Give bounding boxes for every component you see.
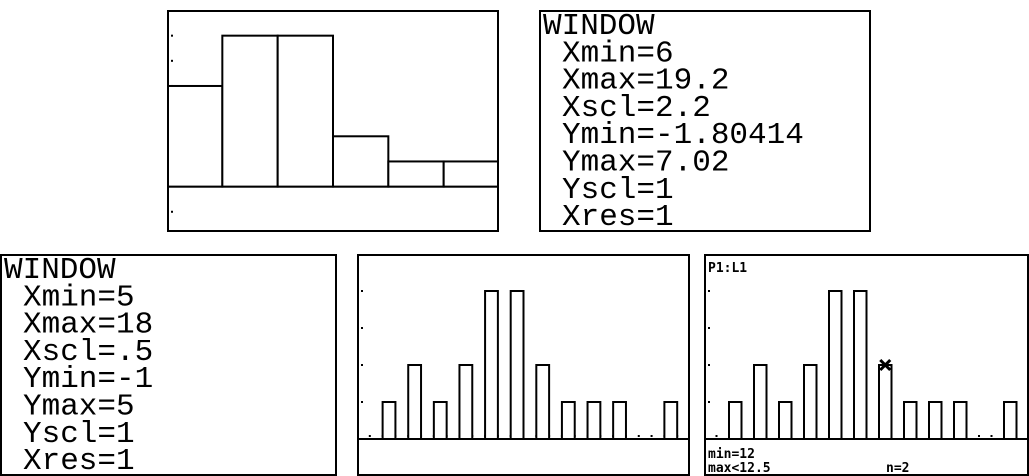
bar: [879, 365, 892, 439]
trace-plot: P1:L1: [708, 261, 747, 276]
x-tick-dot: [651, 435, 653, 437]
bar: [222, 36, 277, 187]
bar: [754, 365, 767, 439]
window-setting: Xres=1: [23, 444, 135, 476]
y-tick-dot: [361, 290, 363, 292]
x-tick-dot: [978, 435, 980, 437]
bar: [444, 161, 499, 186]
bar: [434, 402, 447, 439]
bar: [562, 402, 575, 439]
bar: [779, 402, 792, 439]
bar: [804, 365, 817, 439]
bar: [904, 402, 917, 439]
bar: [459, 365, 472, 439]
y-tick-dot: [361, 401, 363, 403]
screenshot: WINDOWXmin=6Xmax=19.2Xscl=2.2Ymin=-1.804…: [0, 0, 1029, 476]
bar: [929, 402, 942, 439]
x-tick-dot: [716, 435, 718, 437]
bar: [383, 402, 396, 439]
bar: [1004, 402, 1017, 439]
bar: [388, 161, 443, 186]
bar: [278, 36, 333, 187]
trace-min: min=12: [708, 447, 755, 462]
screen-content: WINDOWXmin=5Xmax=18Xscl=.5Ymin=-1Ymax=5Y…: [4, 253, 153, 476]
trace-n: n=2: [886, 461, 909, 476]
trace-max: max<12.5: [708, 461, 771, 476]
x-tick-dot: [369, 435, 371, 437]
bar: [485, 291, 498, 439]
bar: [588, 402, 601, 439]
bar: [829, 291, 842, 439]
bar: [511, 291, 524, 439]
bar: [954, 402, 967, 439]
y-tick-dot: [171, 211, 173, 213]
y-tick-dot: [708, 290, 710, 292]
y-tick-dot: [708, 364, 710, 366]
y-tick-dot: [361, 327, 363, 329]
y-tick-dot: [708, 327, 710, 329]
window-setting: Xres=1: [562, 200, 674, 235]
x-tick-dot: [638, 435, 640, 437]
bar: [729, 402, 742, 439]
y-tick-dot: [171, 35, 173, 37]
y-tick-dot: [171, 60, 173, 62]
y-tick-dot: [361, 364, 363, 366]
x-tick-dot: [991, 435, 993, 437]
bar: [613, 402, 626, 439]
y-tick-dot: [708, 401, 710, 403]
bar: [333, 136, 388, 186]
bar: [408, 365, 421, 439]
bar: [854, 291, 867, 439]
bar: [664, 402, 677, 439]
bar: [167, 86, 222, 187]
bar: [536, 365, 549, 439]
